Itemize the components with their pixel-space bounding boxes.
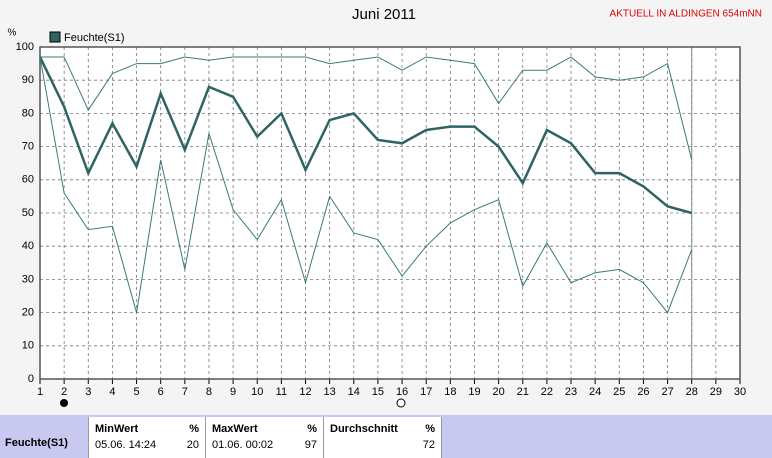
x-tick-label: 12 xyxy=(299,386,311,398)
x-tick-label: 18 xyxy=(444,386,456,398)
line-series xyxy=(40,56,693,161)
y-tick-label: 30 xyxy=(22,273,34,285)
line-series xyxy=(38,56,693,215)
x-tick-label: 13 xyxy=(324,386,336,398)
x-tick-label: 30 xyxy=(734,386,746,398)
x-tick-label: 29 xyxy=(710,386,722,398)
y-tick-label: 90 xyxy=(22,74,34,86)
y-tick-label: 100 xyxy=(16,41,34,53)
x-tick-label: 8 xyxy=(206,386,212,398)
x-tick-label: 20 xyxy=(492,386,504,398)
summary-box: MinWert % 05.06. 14:24 20 xyxy=(88,417,205,458)
chart: Juni 2011 AKTUELL IN ALDINGEN 654mNN % F… xyxy=(7,5,762,408)
x-tick-label: 19 xyxy=(468,386,480,398)
col-time: 01.06. 00:02 xyxy=(212,439,274,451)
x-tick-label: 4 xyxy=(109,386,115,398)
x-tick-label: 5 xyxy=(133,386,139,398)
x-tick-label: 23 xyxy=(565,386,577,398)
summary-box: MaxWert % 01.06. 00:02 97 xyxy=(205,417,323,458)
y-tick-label: 70 xyxy=(22,141,34,153)
y-tick-label: 0 xyxy=(28,373,34,385)
sensor-label: Feuchte(S1) xyxy=(5,437,68,449)
x-tick-label: 21 xyxy=(517,386,529,398)
x-tick-label: 25 xyxy=(613,386,625,398)
x-tick-label: 26 xyxy=(637,386,649,398)
x-tick-label: 7 xyxy=(182,386,188,398)
summary-panel: Feuchte(S1) MinWert % 05.06. 14:24 20 Ma… xyxy=(0,415,772,458)
x-tick-label: 17 xyxy=(420,386,432,398)
x-tick-label: 1 xyxy=(37,386,43,398)
col-value: 20 xyxy=(186,439,199,451)
x-tick-label: 22 xyxy=(541,386,553,398)
marker xyxy=(396,398,406,408)
x-tick-label: 9 xyxy=(230,386,236,398)
col-title: MaxWert xyxy=(212,423,258,435)
x-tick-label: 15 xyxy=(372,386,384,398)
x-tick-label: 27 xyxy=(661,386,673,398)
y-tick-label: 20 xyxy=(22,307,34,319)
x-tick-label: 11 xyxy=(276,386,287,398)
x-tick-label: 2 xyxy=(61,386,67,398)
y-tick-label: 50 xyxy=(22,207,34,219)
x-tick-label: 16 xyxy=(396,386,408,398)
plot-frame xyxy=(39,46,741,380)
y-unit: % xyxy=(8,28,17,39)
y-tick-label: 60 xyxy=(22,174,34,186)
x-tick-label: 14 xyxy=(348,386,360,398)
col-unit: % xyxy=(307,423,317,435)
x-tick-label: 28 xyxy=(686,386,698,398)
col-title: MinWert xyxy=(95,423,139,435)
col-unit: % xyxy=(189,423,199,435)
x-tick-label: 10 xyxy=(251,386,263,398)
col-title: Durchschnitt xyxy=(330,423,398,435)
chart-title: Juni 2011 xyxy=(352,6,416,23)
legend-label: Feuchte(S1) xyxy=(64,32,125,44)
col-time: 05.06. 14:24 xyxy=(95,439,157,451)
y-tick-label: 10 xyxy=(22,340,34,352)
x-tick-label: 3 xyxy=(85,386,91,398)
x-tick-label: 24 xyxy=(589,386,601,398)
line-series xyxy=(39,56,693,314)
x-tick-label: 6 xyxy=(158,386,164,398)
legend-swatch xyxy=(49,31,61,43)
col-unit: % xyxy=(425,423,435,435)
marker xyxy=(60,399,68,407)
station-label: AKTUELL IN ALDINGEN 654mNN xyxy=(610,9,762,20)
col-value: 72 xyxy=(422,439,435,451)
col-value: 97 xyxy=(304,439,317,451)
summary-box: Durchschnitt % 72 xyxy=(323,417,442,458)
y-tick-label: 80 xyxy=(22,107,34,119)
y-tick-label: 40 xyxy=(22,240,34,252)
